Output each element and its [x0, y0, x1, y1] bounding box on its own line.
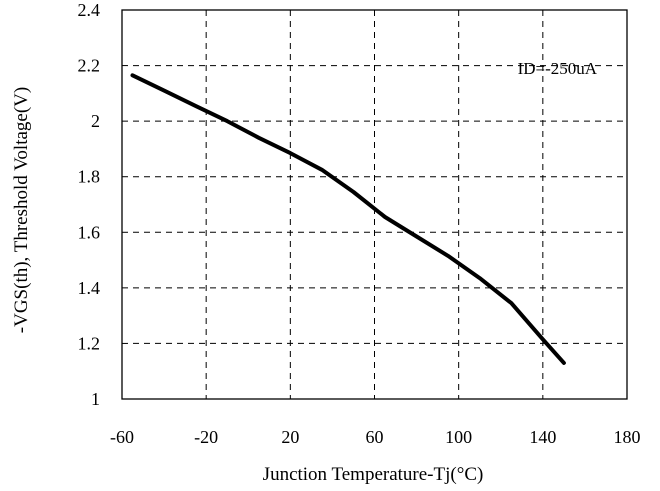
x-tick-label: -60 — [110, 427, 134, 447]
plot-border — [121, 9, 628, 400]
y-tick-label: 2.4 — [78, 0, 101, 20]
plot-frame — [121, 9, 628, 400]
x-tick-labels: -60 -20 20 60 100 140 180 — [110, 427, 641, 447]
grid-lines — [122, 10, 627, 399]
series-layer — [130, 73, 566, 365]
x-tick-label: 20 — [281, 427, 299, 447]
y-tick-label: 1.8 — [78, 167, 101, 187]
y-tick-label: 1.2 — [78, 333, 101, 353]
annotation-label: ID=-250uA — [518, 59, 598, 78]
x-tick-label: 100 — [445, 427, 472, 447]
x-tick-label: -20 — [194, 427, 218, 447]
y-tick-label: 2.2 — [78, 56, 101, 76]
y-tick-label: 1.6 — [78, 222, 101, 242]
x-axis-label: Junction Temperature-Tj(°C) — [263, 464, 484, 485]
y-tick-label: 2 — [91, 111, 100, 131]
y-tick-label: 1 — [91, 389, 100, 409]
x-tick-label: 140 — [529, 427, 556, 447]
x-tick-label: 60 — [366, 427, 384, 447]
y-axis-label: -VGS(th), Threshold Voltage(V) — [11, 87, 32, 333]
x-tick-label: 180 — [614, 427, 641, 447]
series-line-0 — [130, 73, 566, 365]
y-tick-label: 1.4 — [78, 278, 101, 298]
y-tick-labels: 1 1.2 1.4 1.6 1.8 2 2.2 2.4 — [78, 0, 101, 409]
annotations: ID=-250uA — [518, 59, 598, 78]
